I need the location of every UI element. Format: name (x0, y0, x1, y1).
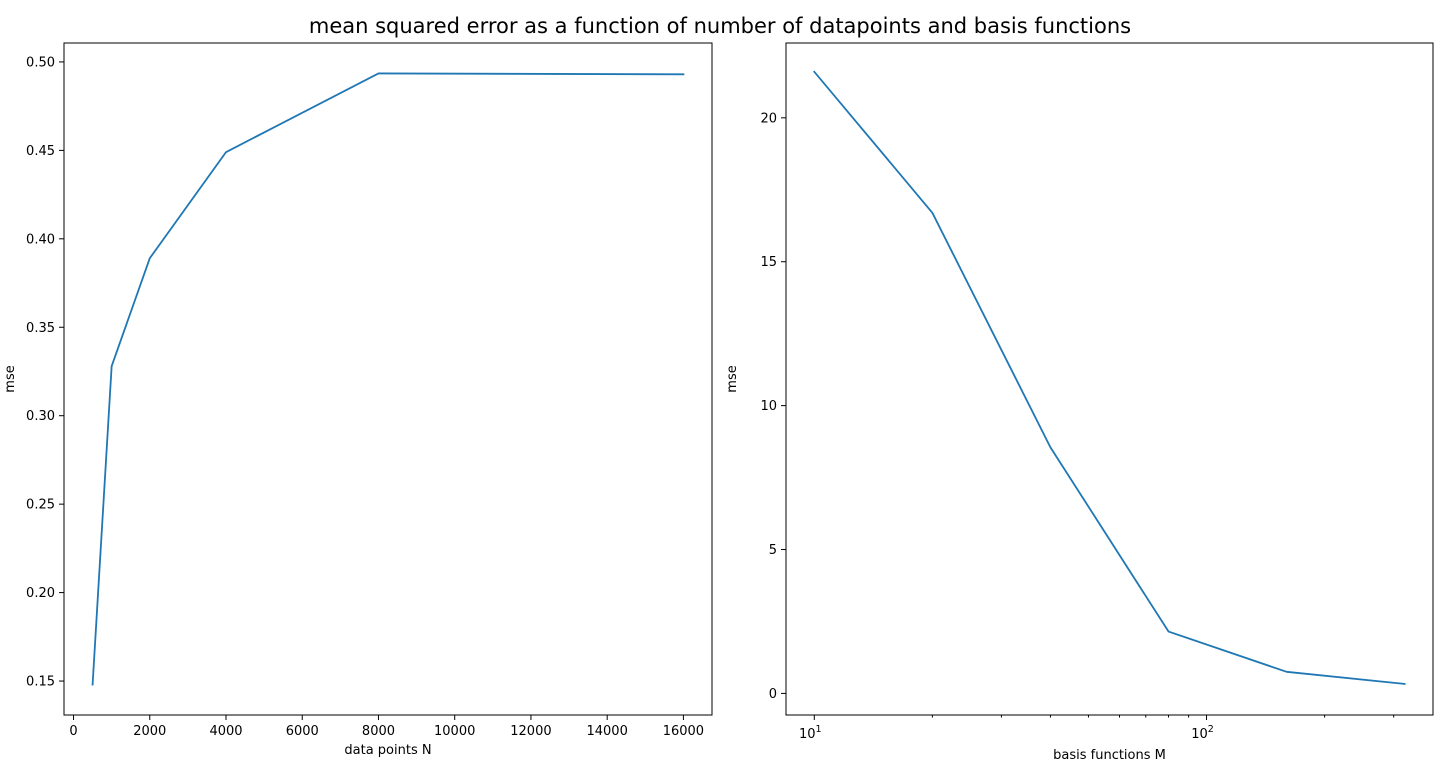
y-axis-label: mse (725, 365, 740, 392)
figure-title: mean squared error as a function of numb… (309, 14, 1131, 38)
y-axis-label: mse (3, 365, 18, 392)
x-tick-label: 6000 (286, 724, 319, 739)
x-tick-label: 12000 (510, 724, 551, 739)
x-axis-label: data points N (344, 743, 431, 758)
x-tick-label: 0 (69, 724, 77, 739)
x-tick-label: 101 (799, 724, 822, 742)
y-tick-label: 10 (760, 399, 777, 414)
y-tick-label: 0.15 (26, 675, 55, 690)
x-tick-label-exponent: 2 (1208, 724, 1214, 735)
y-tick-label: 0.20 (26, 586, 55, 601)
x-tick-label: 14000 (586, 724, 627, 739)
x-tick-label: 10000 (434, 724, 475, 739)
axes-frame (785, 42, 1434, 716)
x-tick-label: 2000 (133, 724, 166, 739)
series-line (813, 70, 1406, 685)
left-subplot: 0.15 0.20 0.25 0.30 0.35 0.40 0.45 0.50 0 2000 400… (3, 42, 713, 758)
y-tick-label: 5 (769, 543, 777, 558)
series-line (91, 72, 685, 686)
x-tick-label: 8000 (362, 724, 395, 739)
y-tick-label: 0.30 (26, 409, 55, 424)
x-tick-label: 16000 (663, 724, 704, 739)
x-tick-label-exponent: 1 (816, 724, 822, 735)
y-tick-label: 0.25 (26, 498, 55, 513)
x-tick-label-base: 10 (799, 727, 816, 742)
y-tick-label: 0.45 (26, 144, 55, 159)
y-tick-label: 0.35 (26, 321, 55, 336)
x-axis-label: basis functions M (1053, 748, 1166, 763)
axes-frame (63, 42, 713, 716)
x-tick-label: 102 (1191, 724, 1214, 742)
y-tick-label: 0.50 (26, 55, 55, 70)
y-tick-label: 15 (760, 255, 777, 270)
y-tick-label: 20 (760, 111, 777, 126)
x-tick-label-base: 10 (1191, 727, 1208, 742)
y-tick-label: 0 (769, 687, 777, 702)
y-tick-label: 0.40 (26, 232, 55, 247)
x-tick-label: 4000 (209, 724, 242, 739)
